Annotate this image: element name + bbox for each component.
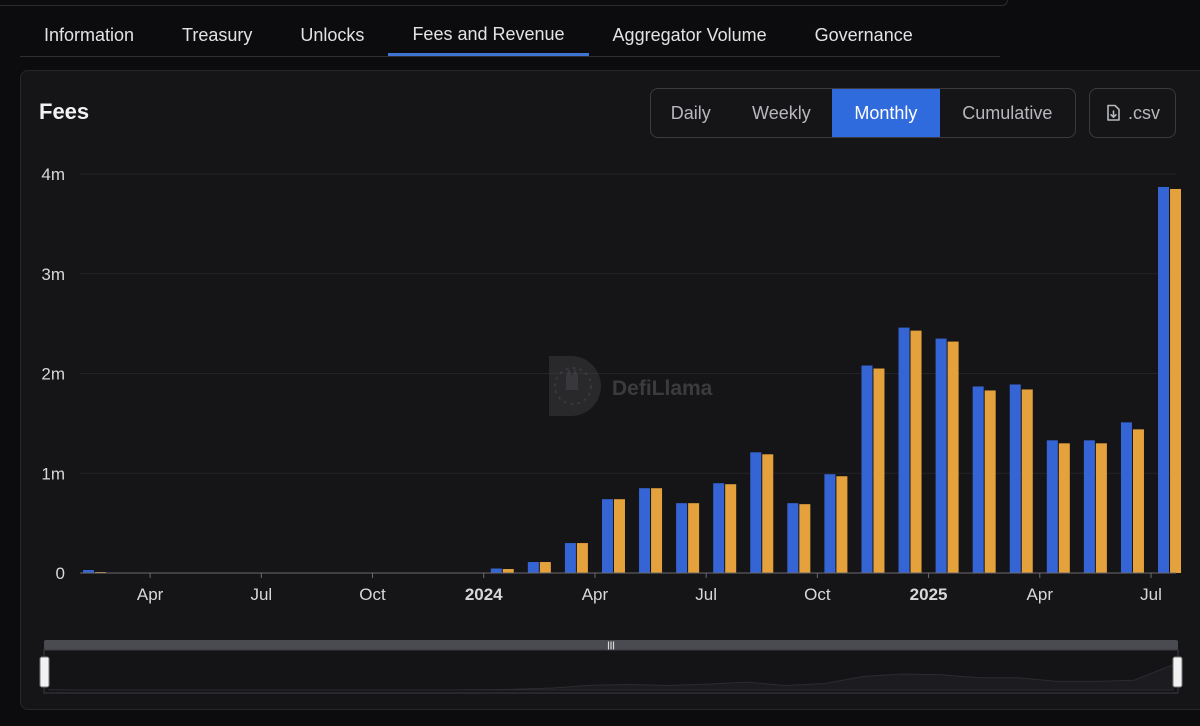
download-file-icon — [1107, 104, 1120, 121]
slider-top-bar[interactable] — [44, 640, 1178, 650]
revenue-bar[interactable] — [576, 543, 588, 573]
y-axis: 0 1m 2m 3m 4m — [41, 165, 65, 583]
revenue-bar[interactable] — [1170, 188, 1182, 573]
fees-bar[interactable] — [1120, 422, 1132, 573]
revenue-bar[interactable] — [910, 330, 922, 573]
revenue-bar[interactable] — [1021, 389, 1033, 573]
revenue-bar[interactable] — [984, 390, 996, 573]
tab-fees-and-revenue[interactable]: Fees and Revenue — [388, 16, 589, 56]
x-tick-label: Apr — [137, 585, 164, 604]
tab-aggregator-volume[interactable]: Aggregator Volume — [612, 24, 767, 45]
fees-bar[interactable] — [713, 483, 725, 573]
zoom-slider[interactable]: ||| — [39, 640, 1183, 694]
watermark-text: DefiLlama — [612, 377, 713, 400]
fees-bar[interactable] — [787, 503, 799, 573]
fees-bar[interactable] — [750, 452, 762, 573]
chart-grid — [80, 173, 1176, 474]
fees-bar[interactable] — [1046, 440, 1058, 573]
revenue-bar[interactable] — [651, 488, 663, 573]
period-weekly-button[interactable]: Weekly — [752, 102, 811, 123]
slider-left-handle[interactable] — [39, 656, 50, 688]
watermark: DefiLlama — [549, 356, 713, 416]
x-tick-label: Apr — [1027, 585, 1054, 604]
x-tick-label: Jul — [695, 585, 717, 604]
fees-bar[interactable] — [1158, 186, 1170, 573]
revenue-bar[interactable] — [1095, 443, 1107, 573]
fees-bar[interactable] — [861, 365, 873, 573]
y-tick-label: 2m — [41, 365, 65, 384]
fees-bar[interactable] — [1083, 440, 1095, 573]
x-tick-label: Jul — [1140, 585, 1162, 604]
logo-ring — [554, 367, 592, 405]
y-tick-label: 0 — [56, 564, 65, 583]
x-tick-label: Jul — [250, 585, 272, 604]
fees-bar[interactable] — [564, 543, 576, 573]
llama-icon — [566, 368, 578, 390]
revenue-bar[interactable] — [539, 562, 551, 573]
x-tick-label: Apr — [582, 585, 609, 604]
y-tick-label: 3m — [41, 265, 65, 284]
tab-governance[interactable]: Governance — [814, 24, 913, 45]
bar-series — [83, 186, 1182, 573]
fees-bar[interactable] — [1009, 384, 1021, 573]
y-tick-label: 1m — [41, 464, 65, 483]
x-tick-label: Oct — [359, 585, 386, 604]
slider-preview-area — [48, 664, 1174, 691]
x-tick-label: 2024 — [465, 585, 503, 604]
revenue-bar[interactable] — [873, 368, 885, 573]
tab-treasury[interactable]: Treasury — [182, 24, 253, 45]
fees-bar[interactable] — [935, 338, 947, 573]
y-tick-label: 4m — [41, 165, 65, 184]
revenue-bar[interactable] — [799, 504, 811, 573]
revenue-bar[interactable] — [947, 341, 959, 573]
chart-title: Fees — [39, 99, 90, 124]
csv-download-button[interactable]: .csv — [1089, 88, 1176, 138]
tab-information[interactable]: Information — [44, 24, 135, 45]
tab-bar: Information Treasury Unlocks Fees and Reven… — [20, 16, 1000, 57]
x-tick-label: 2025 — [910, 585, 948, 604]
x-tick-label: Oct — [804, 585, 831, 604]
period-daily-button[interactable]: Daily — [670, 102, 711, 123]
fees-panel — [20, 70, 1200, 710]
revenue-bar[interactable] — [836, 476, 848, 573]
period-cumulative-button[interactable]: Cumulative — [962, 102, 1053, 123]
revenue-bar[interactable] — [688, 503, 700, 573]
revenue-bar[interactable] — [502, 569, 514, 573]
revenue-bar[interactable] — [725, 484, 737, 573]
fees-bar[interactable] — [601, 499, 613, 573]
revenue-bar[interactable] — [613, 499, 625, 573]
fees-bar[interactable] — [824, 474, 836, 573]
fees-bar[interactable] — [676, 503, 688, 573]
fees-bar[interactable] — [83, 570, 94, 573]
period-monthly-button[interactable]: Monthly — [832, 89, 940, 137]
fees-bar[interactable] — [639, 488, 651, 573]
fees-bar[interactable] — [527, 562, 539, 573]
fees-bar[interactable] — [972, 386, 984, 573]
revenue-bar[interactable] — [1132, 429, 1144, 573]
x-axis: Apr Jul Oct 2024 Apr Jul Oct 2025 Apr Jul — [137, 573, 1162, 604]
slider-grip-icon[interactable]: ||| — [607, 640, 615, 650]
revenue-bar[interactable] — [1058, 443, 1070, 573]
revenue-bar[interactable] — [762, 454, 774, 573]
slider-right-handle[interactable] — [1172, 656, 1183, 688]
period-selector: Daily Weekly Monthly Cumulative — [650, 88, 1076, 138]
fees-bar[interactable] — [898, 327, 910, 573]
csv-label: .csv — [1127, 102, 1160, 123]
fees-bar[interactable] — [490, 568, 502, 573]
tab-unlocks[interactable]: Unlocks — [300, 24, 365, 45]
